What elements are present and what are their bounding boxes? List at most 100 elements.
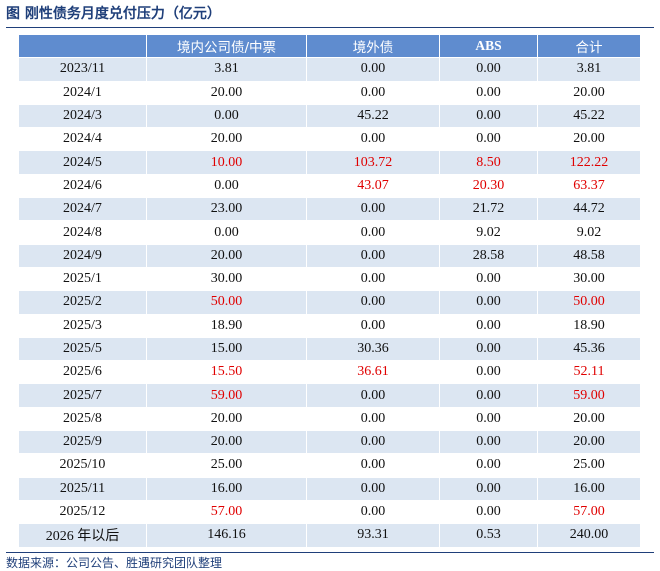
table-row: 2024/9 20.00 0.00 28.58 48.58 <box>18 243 641 268</box>
cell-overseas: 30.36 <box>306 336 440 362</box>
table-row: 2023/11 3.81 0.00 0.00 3.81 <box>18 57 641 82</box>
cell-total: 20.00 <box>537 430 641 455</box>
cell-domestic: 3.81 <box>146 57 307 82</box>
cell-abs: 0.00 <box>439 266 538 292</box>
cell-total: 44.72 <box>537 197 641 222</box>
cell-domestic: 15.50 <box>146 360 307 385</box>
source-note: 数据来源：公司公告、胜遇研究团队整理 <box>6 556 223 570</box>
cell-abs: 0.00 <box>439 430 538 455</box>
table-row: 2024/5 10.00 103.72 8.50 122.22 <box>18 150 641 175</box>
cell-period: 2025/10 <box>18 453 147 478</box>
cell-overseas: 0.00 <box>306 57 440 82</box>
table-row: 2025/1 30.00 0.00 0.00 30.00 <box>18 266 641 292</box>
cell-overseas: 0.00 <box>306 313 440 338</box>
table-row: 2025/12 57.00 0.00 0.00 57.00 <box>18 499 641 525</box>
cell-domestic: 50.00 <box>146 290 307 315</box>
cell-abs: 0.00 <box>439 360 538 385</box>
repayment-table: 境内公司债/中票 境外债 ABS 合计 2023/11 3.81 0.00 0.00 3… <box>18 33 641 548</box>
cell-domestic: 20.00 <box>146 406 307 432</box>
cell-period: 2025/9 <box>18 430 147 455</box>
cell-overseas: 43.07 <box>306 173 440 199</box>
table-row: 2024/7 23.00 0.00 21.72 44.72 <box>18 197 641 222</box>
cell-domestic: 20.00 <box>146 430 307 455</box>
cell-overseas: 93.31 <box>306 523 440 548</box>
cell-domestic: 18.90 <box>146 313 307 338</box>
header-period <box>18 33 147 59</box>
cell-period: 2024/4 <box>18 127 147 152</box>
cell-abs: 21.72 <box>439 197 538 222</box>
header-overseas: 境外债 <box>306 33 440 59</box>
cell-period: 2024/7 <box>18 197 147 222</box>
table-row: 2025/8 20.00 0.00 0.00 20.00 <box>18 406 641 432</box>
cell-total: 18.90 <box>537 313 641 338</box>
cell-overseas: 0.00 <box>306 290 440 315</box>
title-divider <box>6 27 654 28</box>
cell-total: 52.11 <box>537 360 641 385</box>
cell-domestic: 20.00 <box>146 80 307 105</box>
cell-abs: 0.53 <box>439 523 538 548</box>
cell-abs: 0.00 <box>439 80 538 105</box>
table-row: 2024/1 20.00 0.00 0.00 20.00 <box>18 80 641 105</box>
header-abs: ABS <box>439 33 538 59</box>
figure-title: 图 刚性债务月度兑付压力（亿元） <box>6 6 221 22</box>
table-row: 2025/7 59.00 0.00 0.00 59.00 <box>18 383 641 408</box>
cell-period: 2024/9 <box>18 243 147 268</box>
cell-total: 25.00 <box>537 453 641 478</box>
cell-abs: 0.00 <box>439 127 538 152</box>
cell-overseas: 0.00 <box>306 127 440 152</box>
cell-period: 2025/3 <box>18 313 147 338</box>
cell-overseas: 0.00 <box>306 406 440 432</box>
cell-domestic: 25.00 <box>146 453 307 478</box>
cell-period: 2024/1 <box>18 80 147 105</box>
cell-domestic: 30.00 <box>146 266 307 292</box>
cell-abs: 0.00 <box>439 290 538 315</box>
cell-period: 2024/5 <box>18 150 147 175</box>
cell-total: 122.22 <box>537 150 641 175</box>
cell-domestic: 146.16 <box>146 523 307 548</box>
cell-total: 16.00 <box>537 476 641 501</box>
cell-domestic: 59.00 <box>146 383 307 408</box>
cell-overseas: 0.00 <box>306 266 440 292</box>
header-total: 合计 <box>537 33 641 59</box>
cell-overseas: 0.00 <box>306 80 440 105</box>
cell-period: 2025/11 <box>18 476 147 501</box>
table-row: 2024/6 0.00 43.07 20.30 63.37 <box>18 173 641 199</box>
table-row: 2025/11 16.00 0.00 0.00 16.00 <box>18 476 641 501</box>
cell-period: 2024/3 <box>18 103 147 129</box>
cell-abs: 0.00 <box>439 103 538 129</box>
cell-overseas: 0.00 <box>306 499 440 525</box>
cell-domestic: 15.00 <box>146 336 307 362</box>
cell-overseas: 0.00 <box>306 383 440 408</box>
cell-total: 63.37 <box>537 173 641 199</box>
cell-period: 2024/6 <box>18 173 147 199</box>
cell-overseas: 0.00 <box>306 243 440 268</box>
table-body: 2023/11 3.81 0.00 0.00 3.81 2024/1 20.00 0.00 0.… <box>18 57 641 548</box>
table-row: 2024/3 0.00 45.22 0.00 45.22 <box>18 103 641 129</box>
cell-overseas: 0.00 <box>306 220 440 245</box>
cell-period: 2025/12 <box>18 499 147 525</box>
cell-overseas: 36.61 <box>306 360 440 385</box>
cell-abs: 8.50 <box>439 150 538 175</box>
cell-period: 2025/2 <box>18 290 147 315</box>
cell-abs: 0.00 <box>439 499 538 525</box>
table-row: 2025/2 50.00 0.00 0.00 50.00 <box>18 290 641 315</box>
cell-overseas: 103.72 <box>306 150 440 175</box>
cell-abs: 0.00 <box>439 383 538 408</box>
cell-period: 2025/8 <box>18 406 147 432</box>
cell-domestic: 23.00 <box>146 197 307 222</box>
cell-abs: 0.00 <box>439 406 538 432</box>
cell-total: 50.00 <box>537 290 641 315</box>
cell-period: 2026 年以后 <box>18 523 147 548</box>
cell-total: 20.00 <box>537 127 641 152</box>
cell-total: 57.00 <box>537 499 641 525</box>
cell-domestic: 20.00 <box>146 127 307 152</box>
table-row: 2025/3 18.90 0.00 0.00 18.90 <box>18 313 641 338</box>
table-row: 2026 年以后 146.16 93.31 0.53 240.00 <box>18 523 641 548</box>
cell-overseas: 0.00 <box>306 476 440 501</box>
header-domestic: 境内公司债/中票 <box>146 33 307 59</box>
cell-period: 2025/1 <box>18 266 147 292</box>
cell-overseas: 0.00 <box>306 453 440 478</box>
cell-abs: 28.58 <box>439 243 538 268</box>
cell-domestic: 10.00 <box>146 150 307 175</box>
cell-period: 2023/11 <box>18 57 147 82</box>
